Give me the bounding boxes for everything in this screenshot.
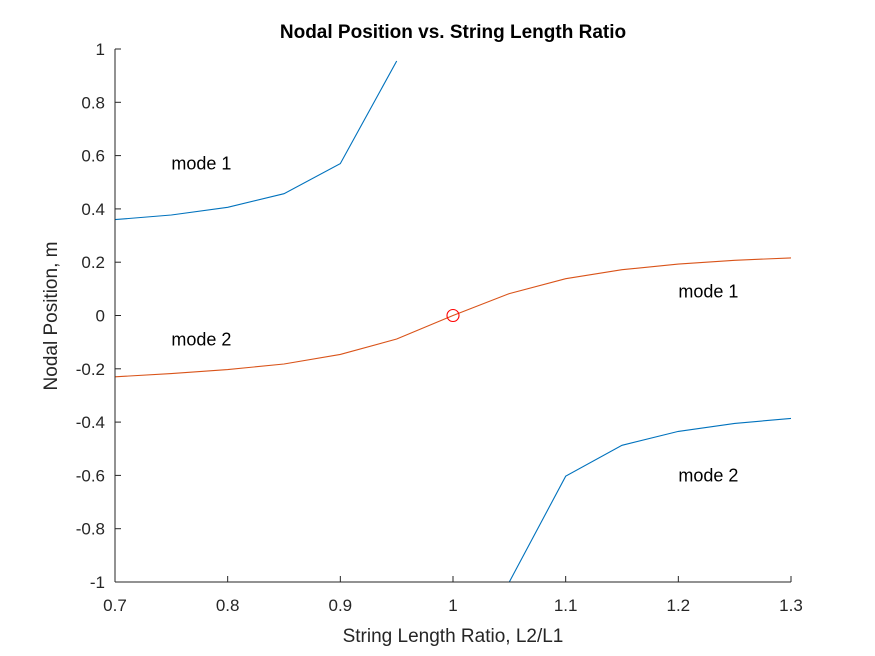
annotation-layer: mode 1 mode 2 mode 1 mode 2 [171, 154, 738, 486]
annotation-label-4: mode 2 [678, 465, 738, 485]
series-line-3 [508, 417, 791, 582]
x-tick-label: 1.2 [667, 596, 691, 615]
series-line-1 [115, 60, 398, 221]
y-tick-label: -0.6 [76, 466, 105, 485]
x-tick-label: 0.9 [329, 596, 353, 615]
y-tick-label: -1 [90, 573, 105, 592]
annotation-label-3: mode 1 [678, 282, 738, 302]
y-tick-label: 0.2 [81, 253, 105, 272]
x-tick-label: 1.1 [554, 596, 578, 615]
chart-title: Nodal Position vs. String Length Ratio [280, 22, 626, 43]
y-tick-label: 0.4 [81, 200, 105, 219]
y-axis-title: Nodal Position, m [41, 242, 62, 391]
y-tick-label: -0.8 [76, 520, 105, 539]
x-axis-title: String Length Ratio, L2/L1 [343, 626, 564, 647]
axes-layer: 0.7 0.8 0.9 1 1.1 1.2 1.3 1 0.8 0.6 0.4 0.2 0 -0.2 -0.… [76, 40, 803, 615]
y-tick-label: -0.4 [76, 413, 105, 432]
y-tick-label: -0.2 [76, 360, 105, 379]
x-tick-label: 0.7 [103, 596, 127, 615]
annotation-label-2: mode 2 [171, 329, 231, 349]
series-layer [115, 60, 791, 582]
x-tick-label: 1 [448, 596, 457, 615]
y-tick-label: 0.8 [81, 93, 105, 112]
y-tick-label: 0 [96, 307, 105, 326]
x-tick-label: 0.8 [216, 596, 240, 615]
marker-layer [446, 308, 460, 323]
marker-circle-1 [446, 308, 460, 323]
y-tick-label: 0.6 [81, 147, 105, 166]
x-tick-label: 1.3 [779, 596, 803, 615]
y-tick-label: 1 [96, 40, 105, 59]
series-line-2 [115, 257, 791, 378]
annotation-label-1: mode 1 [171, 154, 231, 174]
